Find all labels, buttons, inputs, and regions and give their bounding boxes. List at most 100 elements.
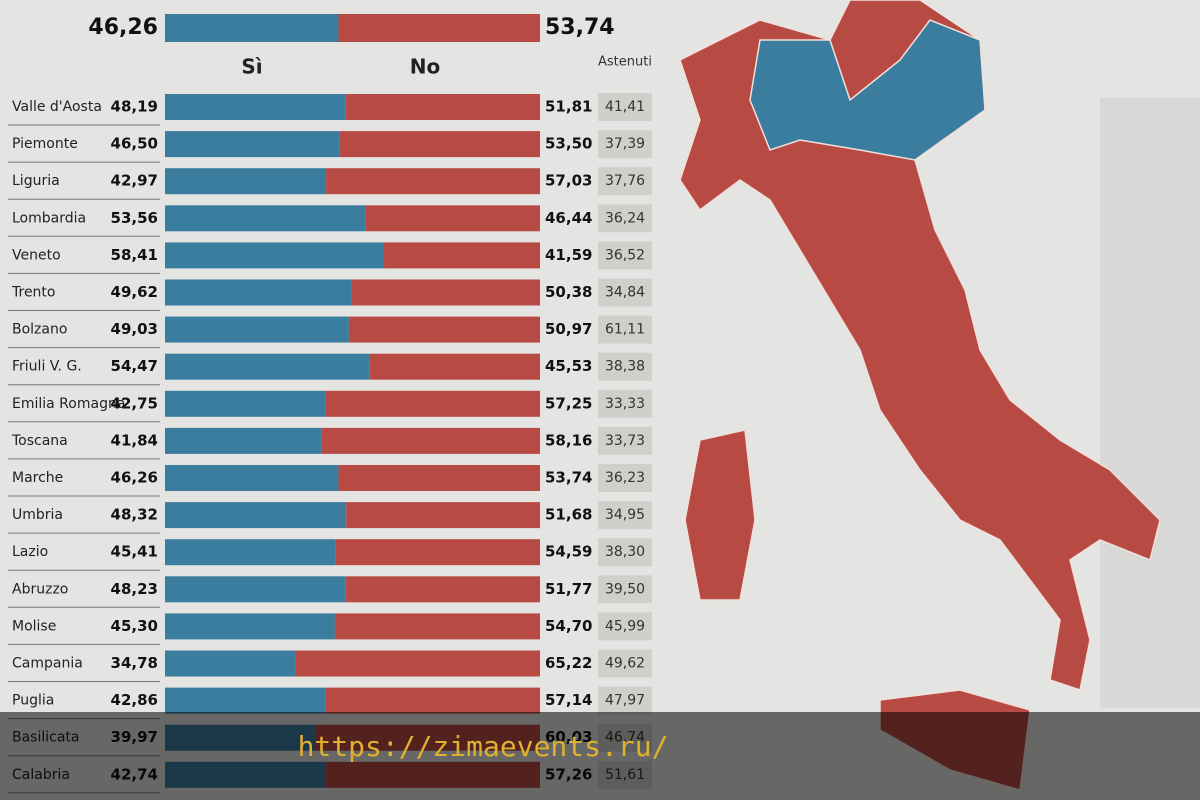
bar-si [165,427,322,454]
total-bar-si [165,14,339,42]
category-label: Bolzano [12,322,67,338]
value-label-si: 46,50 [111,135,158,153]
category-label: Lazio [12,544,48,560]
value-label-no: 51,77 [545,580,592,598]
value-label-si: 53,56 [111,209,158,227]
total-bar-no [338,14,540,42]
value-label-si: 54,47 [111,357,158,375]
value-label-no: 50,97 [545,320,592,338]
abstained-header: Astenuti [598,55,652,70]
abstained-label: 33,33 [605,396,645,412]
value-label-no: 46,44 [545,209,592,227]
category-label: Lombardia [12,210,86,226]
watermark-band [0,712,1200,800]
value-label-no: 54,70 [545,617,592,635]
bar-si [165,316,349,343]
bar-si [165,205,366,232]
abstained-cell [598,167,652,196]
total-si-label: 46,26 [88,15,158,40]
bar-si [165,576,346,603]
bar-no [334,613,540,640]
abstained-cell [598,315,652,344]
bar-si [165,687,326,714]
abstained-label: 37,39 [605,136,645,152]
category-label: Abruzzo [12,581,68,597]
value-label-si: 49,62 [111,283,158,301]
category-label: Molise [12,618,56,634]
abstained-label: 39,50 [605,581,645,597]
value-label-si: 48,32 [111,506,158,524]
bar-no [384,242,540,269]
bar-no [338,465,540,491]
value-label-no: 58,16 [545,431,592,449]
abstained-cell [598,612,652,641]
value-label-no: 41,59 [545,246,592,264]
abstained-label: 36,52 [605,247,645,263]
map-sardinia [684,429,756,601]
bar-si [165,353,370,380]
abstained-label: 36,23 [605,470,645,486]
category-label: Valle d'Aosta [12,99,102,115]
value-label-no: 51,81 [545,98,592,116]
bar-si [165,390,326,417]
category-label: Marche [12,470,63,486]
value-label-si: 42,86 [111,691,158,709]
abstained-cell [598,93,652,121]
value-label-si: 41,84 [111,431,158,449]
bar-si [165,613,335,640]
bar-si [165,279,352,306]
value-label-si: 45,30 [111,617,158,635]
abstained-label: 34,84 [605,285,645,301]
value-label-no: 57,25 [545,394,592,412]
bar-no [321,427,540,454]
category-label: Veneto [12,247,61,263]
value-label-si: 45,41 [111,543,158,561]
value-label-no: 57,03 [545,172,592,190]
category-label: Puglia [12,693,54,709]
background-panel [1100,98,1200,708]
abstained-cell [598,241,652,270]
value-label-si: 42,75 [111,394,158,412]
value-label-si: 58,41 [111,246,158,264]
bar-si [165,168,327,195]
bar-no [325,390,540,417]
bar-no [325,687,540,714]
category-label: Friuli V. G. [12,359,82,375]
abstained-cell [598,130,652,159]
abstained-cell [598,464,652,492]
legend-si: Sì [241,55,262,79]
category-label: Piemonte [12,136,78,152]
bar-no [351,279,540,306]
abstained-label: 61,11 [605,322,645,338]
bar-si [165,131,340,158]
bar-no [369,353,540,380]
bar-no [345,576,540,603]
value-label-si: 48,19 [111,98,158,116]
value-label-si: 42,97 [111,172,158,190]
abstained-label: 45,99 [605,618,645,634]
abstained-label: 41,41 [605,99,645,115]
abstained-label: 38,38 [605,359,645,375]
category-label: Liguria [12,173,60,189]
bar-no [295,650,540,677]
value-label-no: 50,38 [545,283,592,301]
bar-no [339,131,540,158]
abstained-label: 33,73 [605,433,645,449]
category-label: Emilia Romagna [12,396,125,412]
bar-no [345,94,540,120]
value-label-no: 53,50 [545,135,592,153]
total-no-label: 53,74 [545,15,615,40]
value-label-no: 51,68 [545,506,592,524]
abstained-cell [598,278,652,307]
bar-no [335,539,540,566]
value-label-no: 65,22 [545,654,592,672]
bar-si [165,242,385,269]
abstained-label: 49,62 [605,656,645,672]
abstained-cell [598,649,652,678]
bar-si [165,539,336,566]
legend-no: No [410,55,440,79]
map-north [749,19,986,161]
category-label: Campania [12,656,83,672]
abstained-label: 38,30 [605,544,645,560]
